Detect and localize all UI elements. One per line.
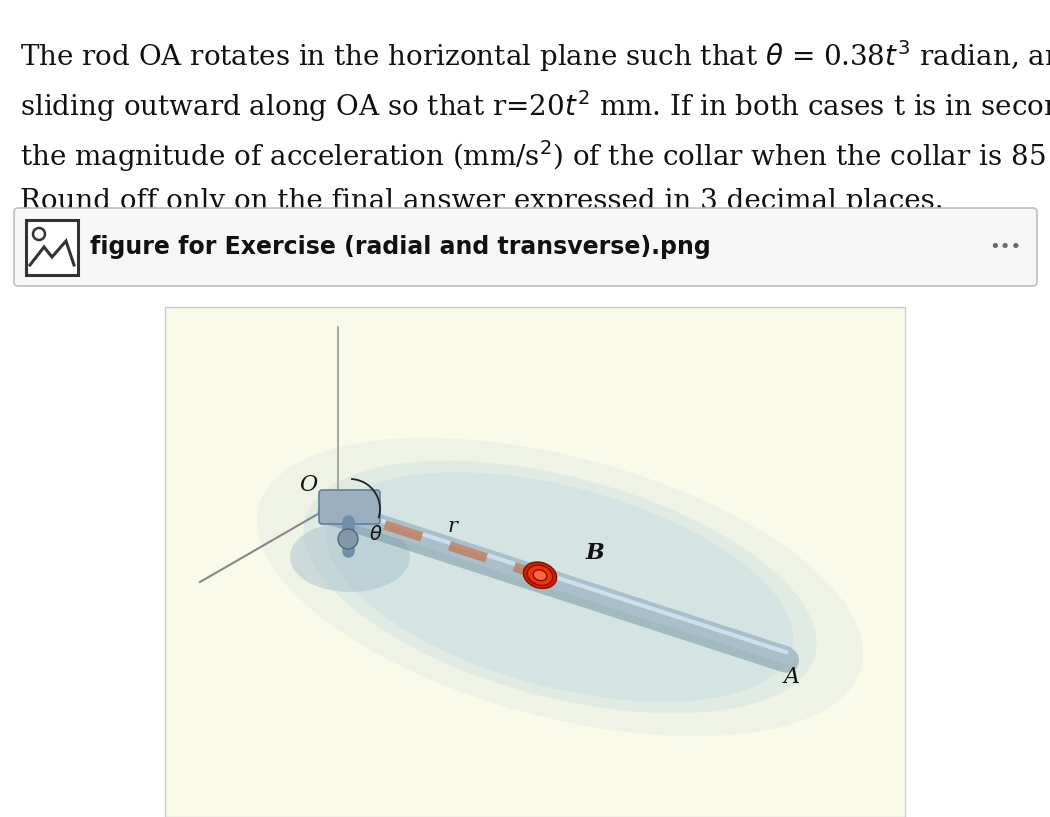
Text: Round off only on the final answer expressed in 3 decimal places.: Round off only on the final answer expre… [20,188,944,215]
FancyBboxPatch shape [319,490,380,524]
Text: O: O [299,474,317,496]
Ellipse shape [327,472,793,702]
Circle shape [338,529,358,549]
Text: B: B [586,542,605,565]
Ellipse shape [523,562,556,588]
Ellipse shape [303,461,817,713]
Text: A: A [783,667,799,689]
Circle shape [33,228,45,240]
Text: figure for Exercise (radial and transverse).png: figure for Exercise (radial and transver… [90,235,711,259]
Text: sliding outward along OA so that r=20$t^2$ mm. If in both cases t is in seconds,: sliding outward along OA so that r=20$t^… [20,88,1050,124]
Text: r: r [447,516,457,536]
Ellipse shape [257,438,863,736]
Bar [165,307,905,817]
FancyBboxPatch shape [14,208,1037,286]
Text: $\theta$: $\theta$ [370,525,383,544]
Bar [26,220,78,275]
Ellipse shape [290,522,410,592]
Text: the magnitude of acceleration (mm/s$^2$) of the collar when the collar is 85  mm: the magnitude of acceleration (mm/s$^2$)… [20,138,1050,174]
Text: •••: ••• [989,238,1021,256]
Ellipse shape [527,565,552,585]
Text: The rod OA rotates in the horizontal plane such that $\theta$ = 0.38$t^3$ radian: The rod OA rotates in the horizontal pla… [20,38,1050,74]
Ellipse shape [533,569,547,581]
